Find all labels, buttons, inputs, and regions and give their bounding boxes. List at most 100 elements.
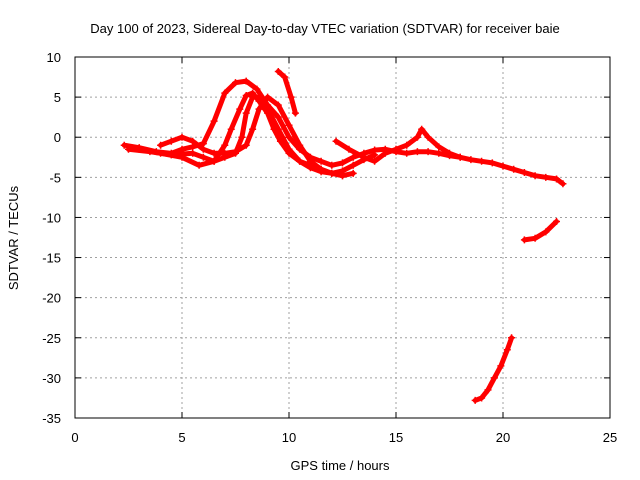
series-track-4 [158, 94, 345, 179]
x-axis-label: GPS time / hours [291, 458, 390, 473]
data-point [360, 153, 368, 161]
y-tick-label: 0 [54, 130, 61, 145]
data-point [264, 93, 272, 101]
data-point [349, 153, 357, 161]
data-point [274, 101, 282, 109]
data-point [189, 137, 197, 145]
data-point [221, 141, 229, 149]
data-point [221, 89, 229, 97]
data-point [392, 145, 400, 153]
data-point [339, 172, 346, 180]
data-point [446, 149, 453, 157]
data-point [249, 93, 257, 101]
data-point [403, 149, 411, 157]
data-point [221, 149, 229, 157]
chart-title: Day 100 of 2023, Sidereal Day-to-day VTE… [90, 21, 559, 36]
data-point [478, 394, 486, 402]
y-tick-label: -20 [42, 291, 61, 306]
data-point [332, 137, 340, 145]
data-point [371, 151, 379, 159]
data-point [435, 149, 443, 157]
data-point [403, 141, 411, 149]
data-point [232, 79, 239, 87]
x-tick-label: 15 [389, 430, 403, 445]
data-point [542, 228, 550, 236]
data-point [339, 159, 346, 167]
data-point [238, 133, 246, 141]
data-point [503, 346, 511, 354]
data-point [413, 133, 421, 141]
data-point [484, 386, 492, 394]
x-tick-label: 10 [282, 430, 296, 445]
data-point [189, 149, 197, 157]
y-tick-label: -25 [42, 331, 61, 346]
data-point [328, 161, 336, 169]
y-tick-label: -5 [49, 170, 61, 185]
data-point [291, 109, 299, 117]
data-point [435, 143, 443, 151]
data-point [371, 157, 379, 165]
y-tick-label: -30 [42, 371, 61, 386]
data-point [471, 396, 479, 404]
data-point [199, 153, 207, 161]
data-point [253, 85, 261, 93]
series-track-8 [472, 335, 515, 403]
data-point [210, 149, 218, 157]
data-point [306, 157, 314, 165]
data-point [125, 145, 132, 153]
data-point [242, 77, 250, 85]
y-axis-label: SDTVAR / TECUs [6, 185, 21, 290]
data-point [317, 157, 325, 165]
data-point [497, 362, 505, 370]
series-track-7 [521, 219, 559, 243]
data-point [281, 73, 289, 81]
data-point [236, 105, 244, 113]
data-point [255, 93, 263, 101]
x-tick-label: 25 [603, 430, 617, 445]
y-tick-label: -15 [42, 251, 61, 266]
tick-labels: 0 5 10 15 20 25 10 5 0 -5 -10 -15 -20 -25 -30 -35 [42, 50, 617, 445]
data-point [424, 133, 432, 141]
data-point [296, 157, 304, 165]
x-tick-label: 20 [496, 430, 510, 445]
data-point [227, 125, 235, 133]
data-point [349, 169, 357, 177]
data-point [157, 141, 165, 149]
data-point [210, 117, 218, 125]
data-point [285, 145, 293, 153]
data-point [255, 105, 263, 113]
x-tick-label: 0 [71, 430, 78, 445]
data-point [274, 113, 282, 121]
data-point [456, 153, 464, 161]
data-point [531, 234, 539, 242]
y-tick-label: 5 [54, 90, 61, 105]
data-point [510, 165, 518, 173]
data-point [508, 334, 516, 342]
y-tick-label: -35 [42, 411, 61, 426]
data-point [467, 156, 475, 164]
data-point [199, 145, 207, 153]
data-point [178, 133, 186, 141]
plot-frame [74, 56, 611, 419]
data-point [242, 109, 250, 117]
data-point [499, 162, 507, 170]
data-point [287, 93, 295, 101]
data-point [553, 217, 560, 225]
y-tick-label: 10 [47, 50, 61, 65]
data-point [285, 133, 293, 141]
data-point [345, 145, 353, 153]
data-point [317, 165, 325, 173]
data-point [559, 180, 567, 188]
data-point [490, 374, 498, 382]
data-point [531, 172, 539, 180]
data-point [232, 148, 239, 156]
axis-ticks [74, 56, 611, 419]
data-point [135, 145, 143, 153]
data-point [520, 169, 528, 177]
data-point [120, 141, 128, 149]
data-point [478, 157, 486, 165]
data-point [178, 145, 186, 153]
data-point [242, 141, 250, 149]
x-tick-label: 5 [178, 430, 185, 445]
